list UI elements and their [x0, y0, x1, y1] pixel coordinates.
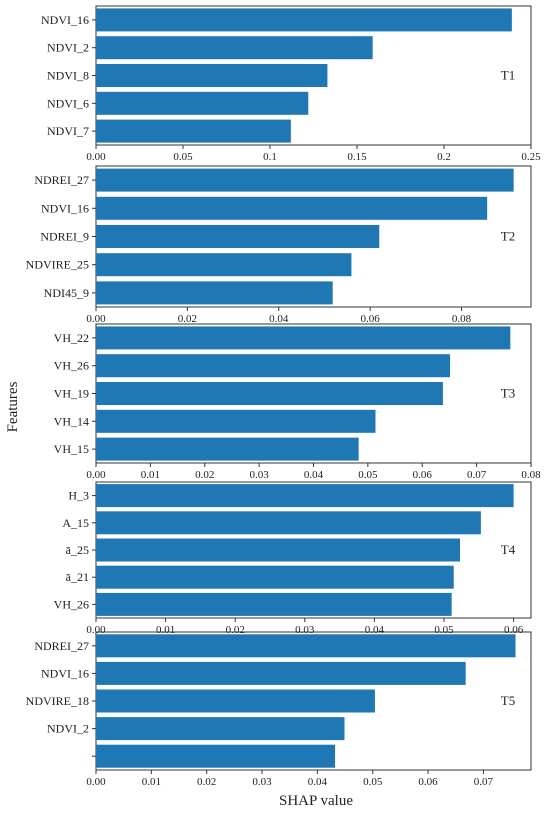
- x-axis-label: SHAP value: [279, 793, 353, 809]
- bar-1-3: [96, 64, 328, 87]
- xtick-label-3-9: 0.08: [521, 469, 541, 481]
- category-label-4-4: ā_21: [66, 570, 89, 584]
- xtick-label-1-1: 0.00: [86, 151, 106, 163]
- bar-3-4: [96, 409, 376, 433]
- category-label-5-2: NDVI_16: [41, 666, 89, 680]
- bar-1-1: [96, 8, 512, 32]
- category-label-4-1: H_3: [68, 489, 89, 503]
- panel-annotation-3: T3: [501, 386, 515, 401]
- xtick-label-1-3: 0.1: [263, 151, 277, 163]
- xtick-label-1-6: 0.25: [521, 151, 541, 163]
- category-label-4-3: ā_25: [66, 543, 89, 557]
- xtick-label-3-1: 0.00: [86, 469, 106, 481]
- xtick-label-5-8: 0.07: [474, 776, 494, 788]
- bar-4-5: [96, 592, 452, 616]
- bar-1-5: [96, 119, 291, 143]
- bar-3-2: [96, 354, 450, 378]
- xtick-label-3-3: 0.02: [195, 469, 214, 481]
- bar-3-1: [96, 326, 511, 350]
- panel-annotation-5: T5: [501, 693, 515, 708]
- xtick-label-4-7: 0.06: [504, 624, 524, 636]
- category-label-5-3: NDVIRE_18: [26, 694, 89, 708]
- xtick-label-5-3: 0.02: [197, 776, 216, 788]
- category-label-3-1: VH_22: [54, 331, 89, 345]
- xtick-label-2-2: 0.02: [178, 313, 197, 325]
- category-label-4-2: A_15: [62, 516, 89, 530]
- category-label-5-1: NDREI_27: [34, 639, 89, 653]
- xtick-label-4-6: 0.05: [434, 624, 454, 636]
- xtick-label-3-5: 0.04: [304, 469, 324, 481]
- y-axis-label: Features: [5, 381, 21, 432]
- xtick-label-5-5: 0.04: [308, 776, 328, 788]
- category-label-3-5: VH_15: [54, 442, 89, 456]
- bar-5-3: [96, 689, 375, 713]
- panel-annotation-1: T1: [501, 68, 515, 83]
- xtick-label-3-7: 0.06: [413, 469, 433, 481]
- xtick-label-1-5: 0.2: [437, 151, 451, 163]
- bar-2-1: [96, 168, 514, 192]
- xtick-label-4-5: 0.04: [365, 624, 385, 636]
- category-label-1-3: NDVI_8: [47, 69, 89, 83]
- xtick-label-4-1: 0.00: [86, 624, 106, 636]
- bar-5-4: [96, 717, 345, 741]
- bar-2-5: [96, 281, 333, 305]
- category-label-2-1: NDREI_27: [34, 173, 89, 187]
- xtick-label-4-3: 0.02: [226, 624, 245, 636]
- bar-5-2: [96, 661, 466, 685]
- bar-1-2: [96, 36, 373, 60]
- bar-4-1: [96, 484, 514, 508]
- category-label-3-2: VH_26: [54, 359, 89, 373]
- xtick-label-5-4: 0.03: [252, 776, 272, 788]
- xtick-label-1-4: 0.15: [347, 151, 367, 163]
- xtick-label-5-2: 0.01: [142, 776, 161, 788]
- category-label-1-1: NDVI_16: [41, 13, 89, 27]
- bar-1-4: [96, 91, 309, 115]
- bar-4-3: [96, 538, 461, 562]
- bar-4-4: [96, 565, 454, 589]
- category-label-4-5: VH_26: [54, 597, 89, 611]
- xtick-label-3-4: 0.03: [250, 469, 270, 481]
- category-label-5-4: NDVI_2: [47, 722, 89, 736]
- bar-4-2: [96, 511, 481, 535]
- xtick-label-2-5: 0.08: [452, 313, 472, 325]
- xtick-label-3-8: 0.07: [467, 469, 487, 481]
- xtick-label-3-2: 0.01: [141, 469, 160, 481]
- bar-3-3: [96, 382, 443, 405]
- xtick-label-2-3: 0.04: [269, 313, 289, 325]
- category-label-2-5: NDI45_9: [44, 286, 89, 300]
- bar-2-2: [96, 196, 488, 220]
- bar-5-5: [96, 744, 336, 768]
- category-label-3-3: VH_19: [54, 387, 89, 401]
- bar-2-3: [96, 225, 380, 248]
- xtick-label-3-6: 0.05: [358, 469, 378, 481]
- category-label-1-4: NDVI_6: [47, 96, 89, 110]
- category-label-2-3: NDREI_9: [40, 230, 89, 244]
- panel-annotation-4: T4: [501, 542, 516, 557]
- bar-2-4: [96, 253, 352, 277]
- category-label-1-5: NDVI_7: [47, 124, 89, 138]
- xtick-label-5-7: 0.06: [418, 776, 438, 788]
- category-label-2-4: NDVIRE_25: [26, 258, 89, 272]
- bar-5-1: [96, 634, 516, 658]
- category-label-3-4: VH_14: [54, 414, 89, 428]
- xtick-label-4-2: 0.01: [156, 624, 175, 636]
- bar-3-5: [96, 437, 359, 461]
- xtick-label-4-4: 0.03: [295, 624, 315, 636]
- xtick-label-2-4: 0.06: [361, 313, 381, 325]
- category-label-2-2: NDVI_16: [41, 201, 89, 215]
- xtick-label-5-1: 0.00: [86, 776, 106, 788]
- category-label-1-2: NDVI_2: [47, 41, 89, 55]
- xtick-label-5-6: 0.05: [363, 776, 383, 788]
- xtick-label-1-2: 0.05: [173, 151, 193, 163]
- xtick-label-2-1: 0.00: [86, 313, 106, 325]
- panel-annotation-2: T2: [501, 229, 515, 244]
